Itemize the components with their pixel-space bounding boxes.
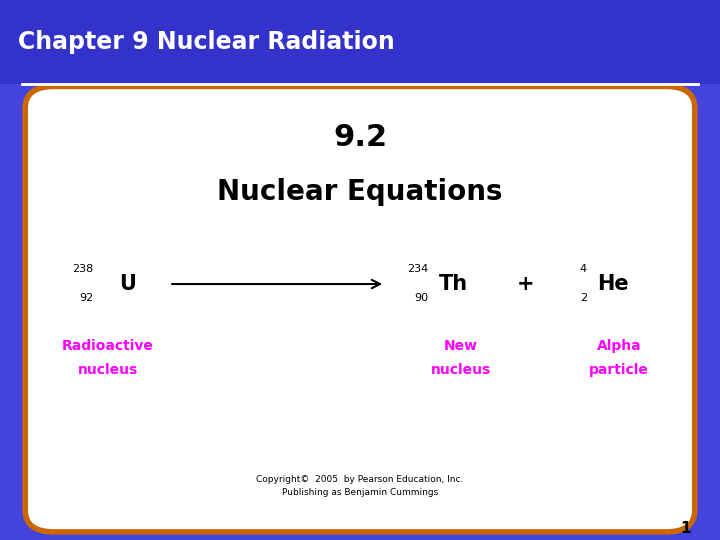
Text: 4: 4 [580,264,587,274]
Text: nucleus: nucleus [431,363,491,377]
Text: Th: Th [439,274,468,294]
Text: Copyright©  2005  by Pearson Education, Inc.
Publishing as Benjamin Cummings: Copyright© 2005 by Pearson Education, In… [256,475,464,497]
Text: nucleus: nucleus [78,363,138,377]
Text: +: + [517,274,534,294]
Text: Nuclear Equations: Nuclear Equations [217,178,503,206]
Text: He: He [598,274,629,294]
Text: 238: 238 [72,264,94,274]
Text: New: New [444,339,478,353]
FancyBboxPatch shape [25,86,695,532]
Text: 92: 92 [79,293,94,303]
Text: U: U [119,274,135,294]
Text: 2: 2 [580,293,587,303]
Text: Radioactive: Radioactive [62,339,154,353]
Text: Alpha: Alpha [597,339,642,353]
Text: Chapter 9 Nuclear Radiation: Chapter 9 Nuclear Radiation [18,30,395,54]
Text: particle: particle [589,363,649,377]
Text: 90: 90 [414,293,428,303]
Text: 1: 1 [680,521,691,536]
Text: 234: 234 [407,264,428,274]
FancyBboxPatch shape [0,0,720,84]
Text: 9.2: 9.2 [333,123,387,152]
